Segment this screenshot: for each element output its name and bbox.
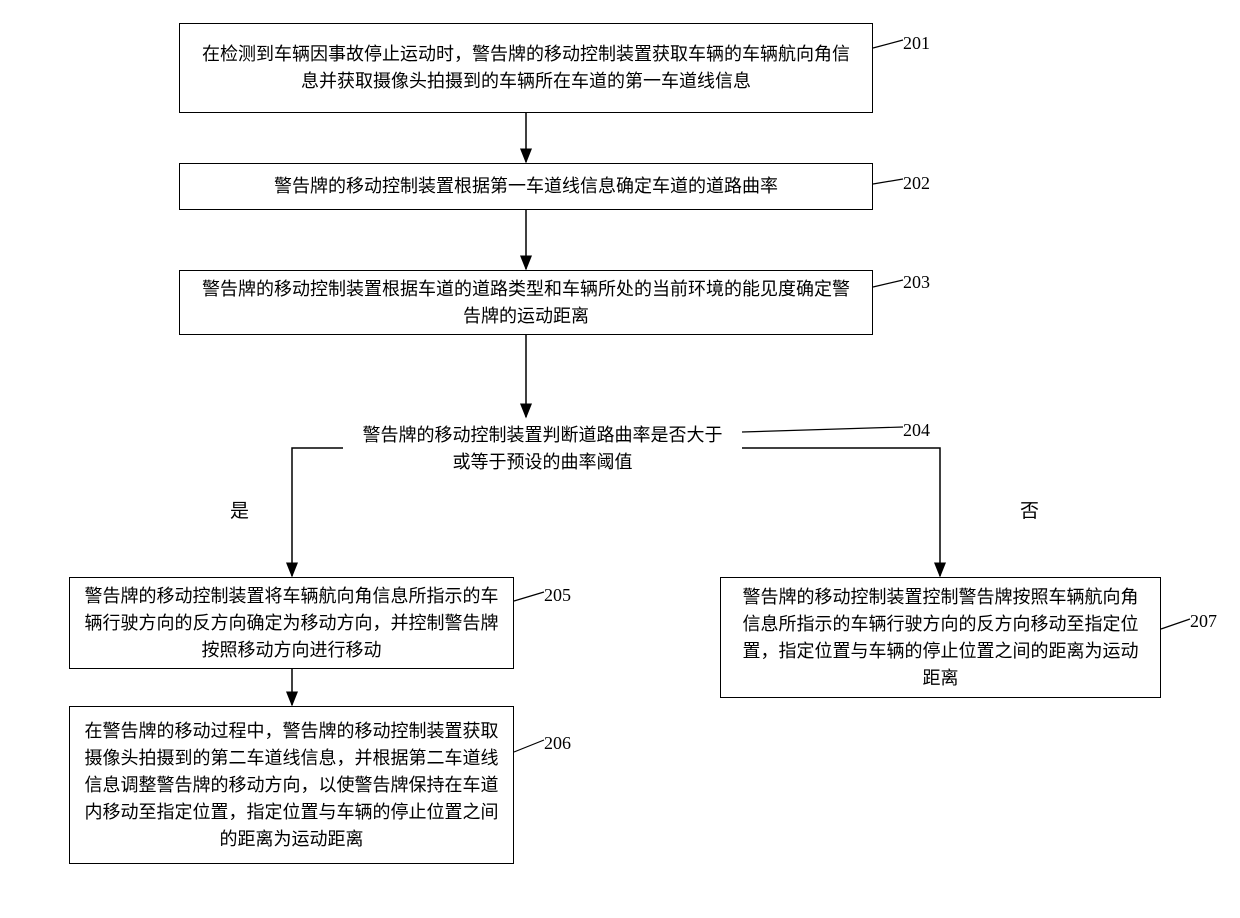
- flowchart-node-202: 警告牌的移动控制装置根据第一车道线信息确定车道的道路曲率: [179, 163, 873, 210]
- branch-label-no: 否: [1020, 496, 1039, 523]
- node-text: 警告牌的移动控制装置根据车道的道路类型和车辆所处的当前环境的能见度确定警告牌的运…: [194, 276, 858, 330]
- leader-206: [514, 740, 544, 752]
- id-text: 202: [903, 173, 930, 193]
- node-id-label-207: 207: [1190, 611, 1217, 632]
- branch-text: 是: [230, 501, 249, 522]
- node-text: 警告牌的移动控制装置根据第一车道线信息确定车道的道路曲率: [274, 173, 778, 200]
- node-id-label-201: 201: [903, 33, 930, 54]
- id-text: 206: [544, 733, 571, 753]
- node-text: 警告牌的移动控制装置控制警告牌按照车辆航向角信息所指示的车辆行驶方向的反方向移动…: [735, 584, 1146, 692]
- branch-label-yes: 是: [230, 496, 249, 523]
- node-id-label-202: 202: [903, 173, 930, 194]
- branch-text: 否: [1020, 501, 1039, 522]
- flowchart-node-207: 警告牌的移动控制装置控制警告牌按照车辆航向角信息所指示的车辆行驶方向的反方向移动…: [720, 577, 1161, 698]
- leader-205: [514, 592, 544, 601]
- id-text: 207: [1190, 611, 1217, 631]
- id-text: 204: [903, 420, 930, 440]
- flowchart-node-206: 在警告牌的移动过程中，警告牌的移动控制装置获取摄像头拍摄到的第二车道线信息，并根…: [69, 706, 514, 864]
- node-id-label-203: 203: [903, 272, 930, 293]
- arrow-204-205-yes: [292, 448, 343, 576]
- leader-201: [873, 40, 903, 48]
- node-text: 警告牌的移动控制装置判断道路曲率是否大于或等于预设的曲率阈值: [357, 422, 728, 476]
- flowchart-node-203: 警告牌的移动控制装置根据车道的道路类型和车辆所处的当前环境的能见度确定警告牌的运…: [179, 270, 873, 335]
- id-text: 203: [903, 272, 930, 292]
- flowchart-node-201: 在检测到车辆因事故停止运动时，警告牌的移动控制装置获取车辆的车辆航向角信息并获取…: [179, 23, 873, 113]
- id-text: 205: [544, 585, 571, 605]
- flowchart-node-205: 警告牌的移动控制装置将车辆航向角信息所指示的车辆行驶方向的反方向确定为移动方向，…: [69, 577, 514, 669]
- leader-202: [873, 179, 903, 184]
- leader-204: [742, 427, 903, 432]
- leader-207: [1161, 619, 1190, 629]
- node-text: 在警告牌的移动过程中，警告牌的移动控制装置获取摄像头拍摄到的第二车道线信息，并根…: [84, 718, 499, 853]
- id-text: 201: [903, 33, 930, 53]
- leader-203: [873, 280, 903, 287]
- node-id-label-205: 205: [544, 585, 571, 606]
- flowchart-node-204-decision: 警告牌的移动控制装置判断道路曲率是否大于或等于预设的曲率阈值: [343, 418, 742, 479]
- node-id-label-204: 204: [903, 420, 930, 441]
- node-text: 警告牌的移动控制装置将车辆航向角信息所指示的车辆行驶方向的反方向确定为移动方向，…: [84, 583, 499, 664]
- node-id-label-206: 206: [544, 733, 571, 754]
- arrow-204-207-no: [742, 448, 940, 576]
- node-text: 在检测到车辆因事故停止运动时，警告牌的移动控制装置获取车辆的车辆航向角信息并获取…: [194, 41, 858, 95]
